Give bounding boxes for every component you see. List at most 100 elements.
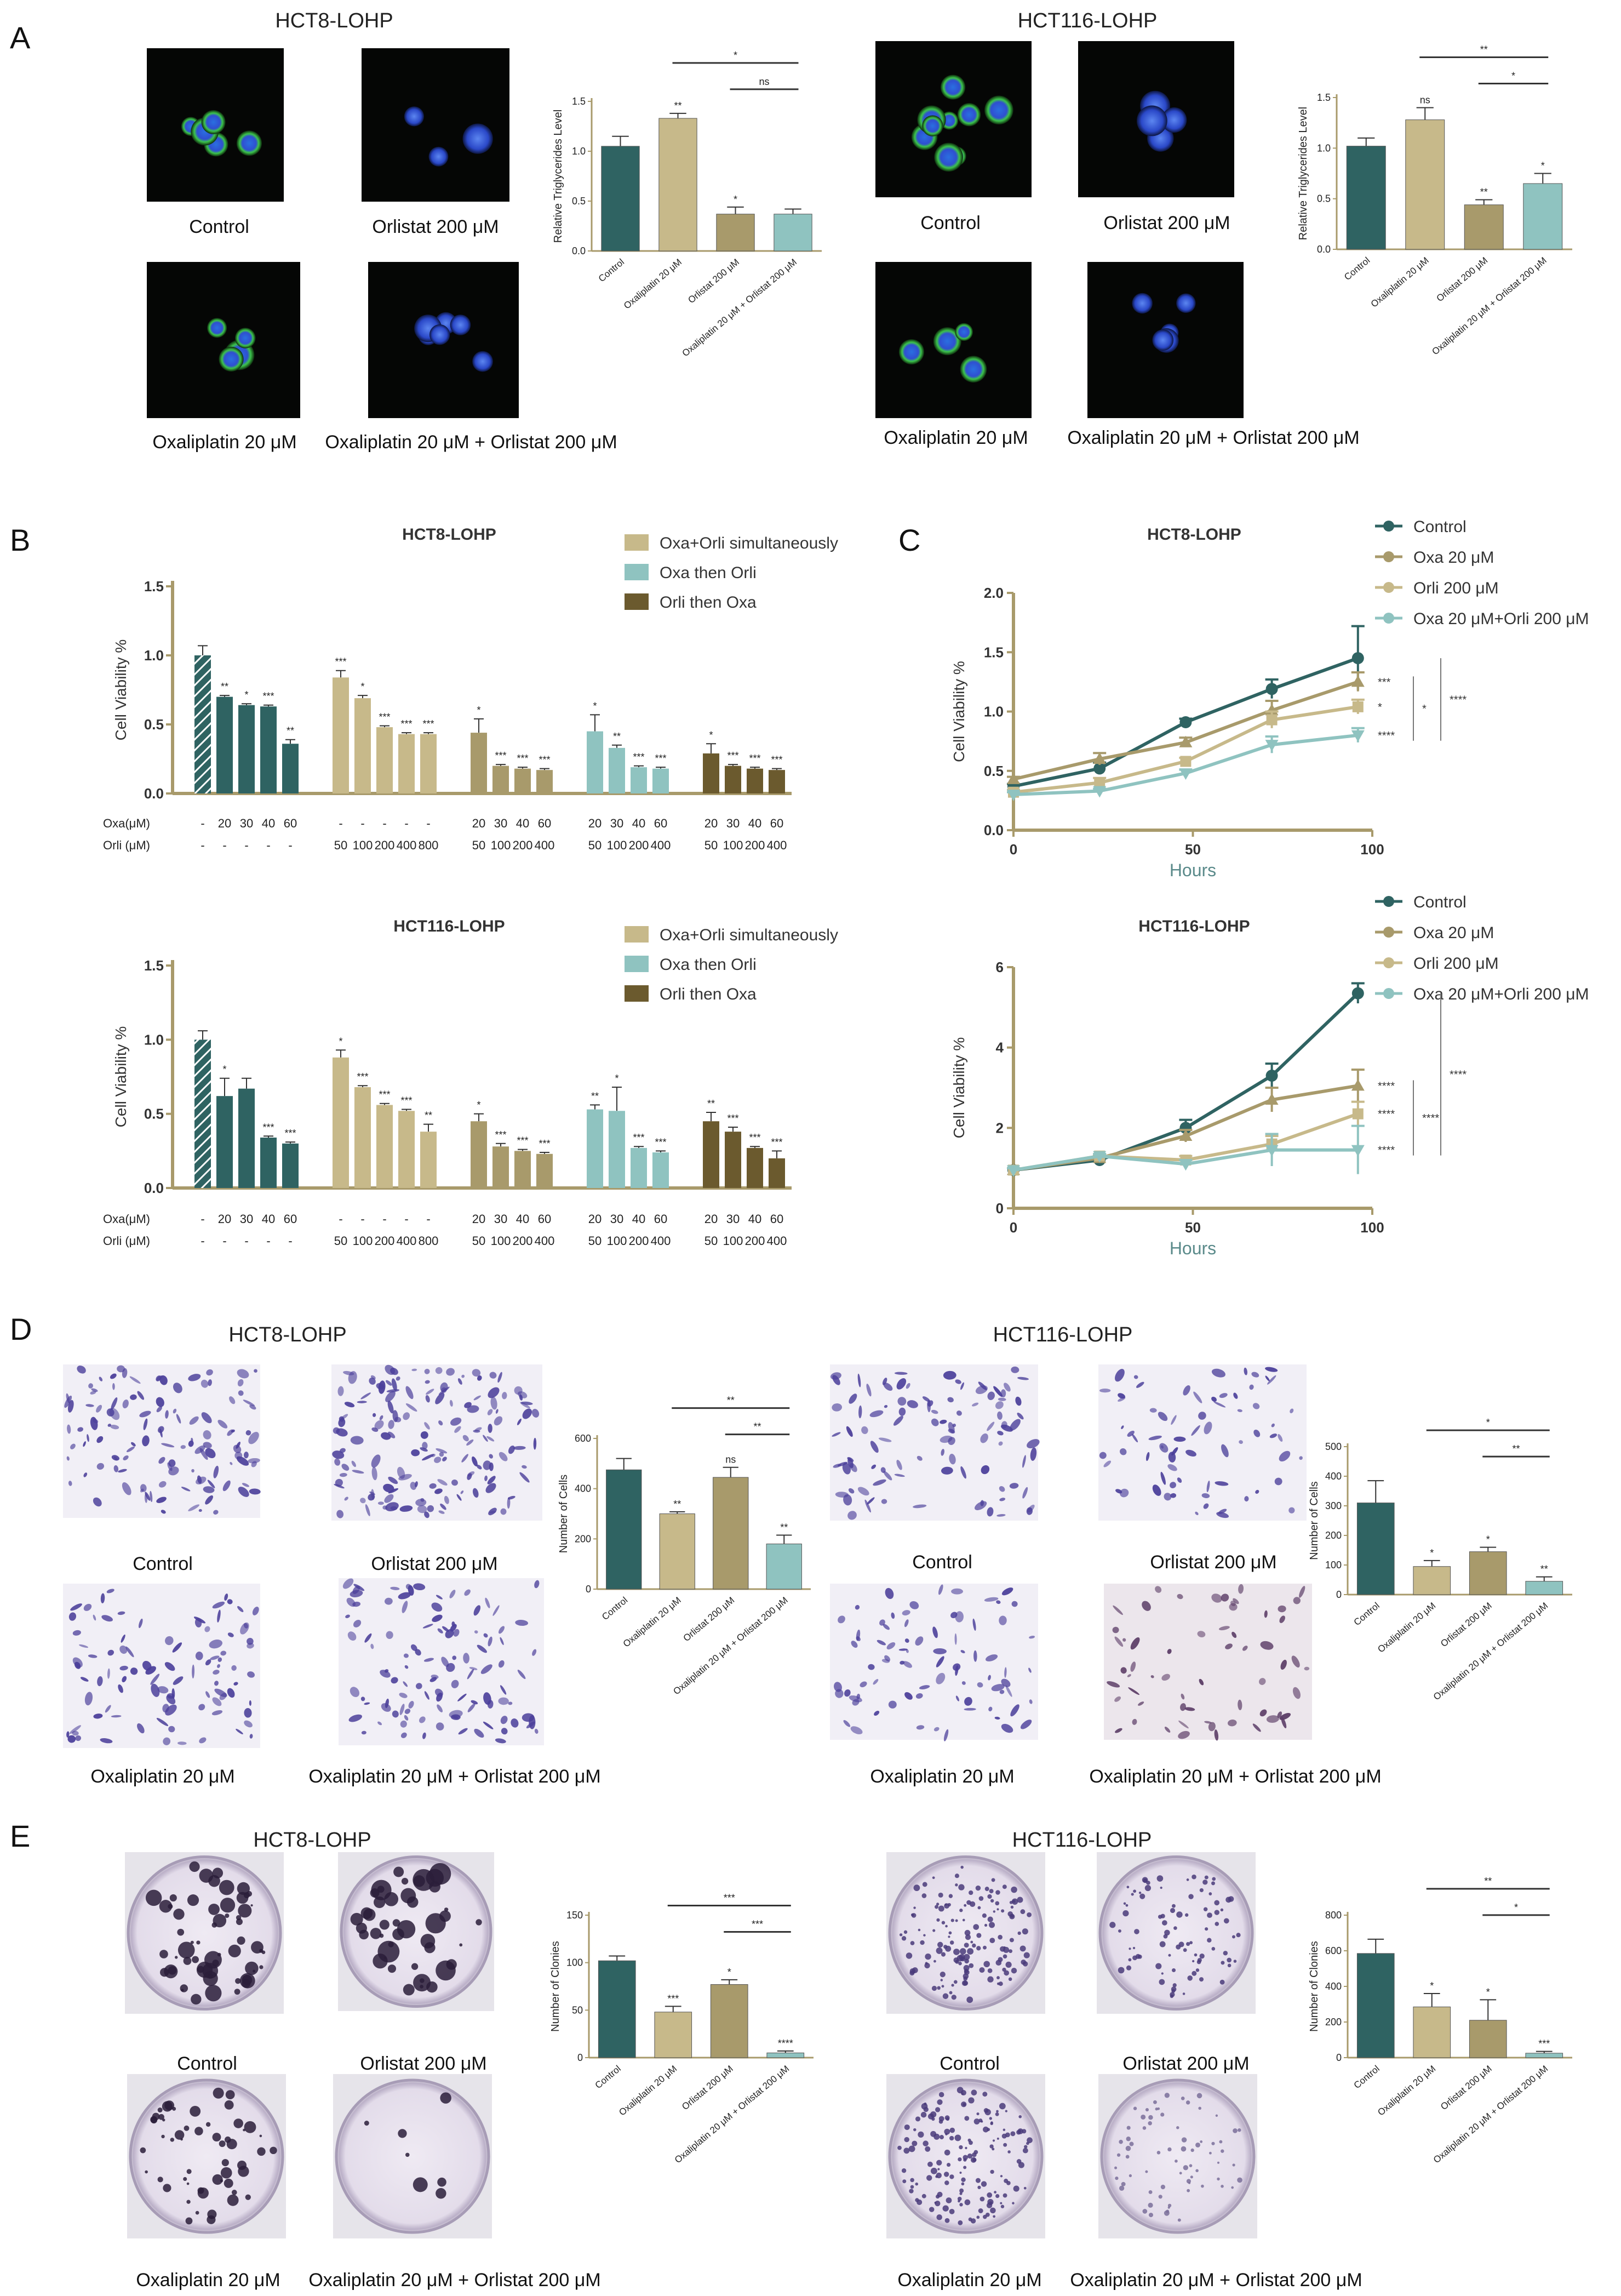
data-point <box>1007 772 1020 784</box>
stained-cell <box>1022 1487 1028 1499</box>
colony <box>1189 2164 1193 2168</box>
stained-cell <box>449 1400 453 1407</box>
oxa-dose-label: 40 <box>516 816 529 830</box>
stained-cell <box>964 1707 976 1711</box>
colony <box>197 1966 204 1973</box>
colony <box>910 1913 914 1917</box>
stained-cell <box>497 1372 502 1383</box>
stained-cell <box>955 1379 961 1384</box>
colony <box>958 1961 962 1966</box>
stained-cell <box>1017 1412 1024 1420</box>
colony <box>1119 2139 1123 2144</box>
y-tick-label: 100 <box>566 1957 583 1968</box>
bar <box>260 706 277 793</box>
stained-cell <box>404 1715 409 1721</box>
colony <box>1160 2112 1165 2117</box>
significance-label: *** <box>727 1113 738 1124</box>
stained-cell <box>906 1383 910 1389</box>
panel-e-caption-control-right: Control <box>940 2053 1000 2074</box>
colony <box>1132 1955 1137 1961</box>
oxa-dose-label: - <box>382 816 386 830</box>
colony <box>949 1940 954 1945</box>
orli-dose-label: 50 <box>588 1234 602 1248</box>
stained-cell <box>220 1650 227 1656</box>
stained-cell <box>1279 1713 1291 1720</box>
category-label: Oxaliplatin 20 μM + Orlistat 200 μM <box>680 257 799 359</box>
colony <box>961 2101 967 2107</box>
stained-cell <box>424 1422 430 1430</box>
stained-cell <box>883 1624 890 1630</box>
stained-cell <box>139 1410 151 1418</box>
stained-cell <box>188 1504 200 1511</box>
colony <box>999 2103 1006 2110</box>
colony <box>966 1996 973 2003</box>
stained-cell <box>72 1657 83 1667</box>
stained-cell <box>72 1730 79 1736</box>
stained-cell <box>68 1612 77 1621</box>
stained-cell <box>68 1481 72 1486</box>
orli-dose-label: 50 <box>472 1234 485 1248</box>
category-label: Oxaliplatin 20 μM <box>617 2064 679 2118</box>
stained-cell <box>499 1452 508 1461</box>
stained-cell <box>896 1459 902 1470</box>
stained-cell <box>519 1472 530 1483</box>
orli-dose-label: 100 <box>607 1234 627 1248</box>
colony <box>1223 1918 1229 1924</box>
stained-cell <box>919 1685 930 1689</box>
legend-swatch <box>625 926 649 943</box>
colony <box>242 1979 251 1988</box>
colony <box>184 2125 190 2131</box>
stained-cell <box>1271 1423 1275 1427</box>
colony <box>1167 2206 1170 2209</box>
stained-cell <box>1290 1408 1294 1414</box>
stained-cell <box>494 1416 503 1426</box>
colony <box>1190 2148 1194 2152</box>
stained-cell <box>931 1418 939 1426</box>
colony <box>1204 1875 1208 1880</box>
stained-cell <box>500 1637 504 1646</box>
colony <box>959 2171 962 2174</box>
colony <box>931 1985 937 1991</box>
colony <box>1148 2121 1152 2126</box>
stained-cell <box>1277 1711 1282 1718</box>
stained-cell <box>1280 1659 1287 1670</box>
colony <box>964 1958 969 1964</box>
colony <box>1125 2145 1131 2151</box>
stained-cell <box>420 1498 425 1502</box>
stained-cell <box>398 1473 412 1481</box>
stained-cell <box>501 1728 508 1735</box>
stained-cell <box>917 1455 923 1461</box>
colony <box>984 2109 991 2116</box>
colony <box>996 2137 999 2140</box>
colony <box>1160 1914 1165 1918</box>
colony <box>1000 2175 1003 2178</box>
bar <box>514 1151 531 1188</box>
colony <box>1203 1907 1208 1911</box>
stained-cell <box>1011 1366 1019 1373</box>
data-point <box>1007 1165 1020 1177</box>
y-tick-label: 200 <box>575 1533 591 1544</box>
stained-cell <box>533 1437 537 1450</box>
stained-cell <box>844 1689 851 1697</box>
colony <box>235 1978 241 1984</box>
stained-cell <box>360 1392 371 1400</box>
colony <box>1190 2175 1193 2179</box>
colony <box>384 1892 399 1906</box>
stained-cell <box>176 1414 181 1424</box>
stained-cell <box>434 1488 443 1494</box>
colony <box>444 1907 449 1912</box>
stained-cell <box>350 1590 363 1597</box>
colony <box>1192 1874 1196 1880</box>
stained-cell <box>922 1396 930 1402</box>
stained-cell <box>357 1401 367 1403</box>
stained-cell <box>860 1681 867 1688</box>
colony <box>413 2177 428 2192</box>
colony <box>982 1913 987 1918</box>
stained-cell <box>1293 1597 1301 1604</box>
stained-cell <box>231 1429 235 1433</box>
colony <box>995 1901 1000 1906</box>
stained-cell <box>522 1408 532 1419</box>
category-label: Orlistat 200 μM <box>680 2064 735 2112</box>
cell-nucleus <box>940 75 966 100</box>
